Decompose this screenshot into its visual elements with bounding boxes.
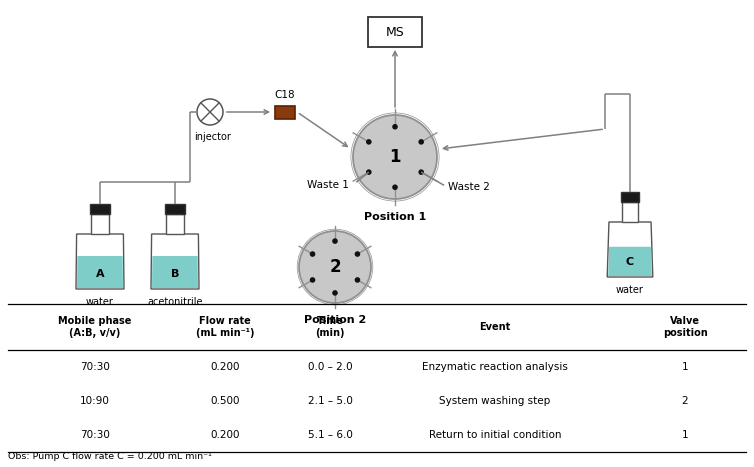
- Circle shape: [392, 124, 398, 129]
- Text: Mobile phase
(A:B, v/v): Mobile phase (A:B, v/v): [58, 316, 132, 338]
- Text: 0.200: 0.200: [210, 430, 240, 440]
- Text: MS: MS: [385, 26, 404, 38]
- Text: Position 2: Position 2: [304, 315, 366, 325]
- Circle shape: [353, 115, 437, 199]
- Circle shape: [366, 170, 372, 175]
- Text: 0.200: 0.200: [210, 362, 240, 372]
- Text: 70:30: 70:30: [80, 362, 110, 372]
- Circle shape: [310, 277, 315, 283]
- Text: 2: 2: [329, 258, 341, 276]
- Text: A: A: [96, 269, 104, 279]
- Text: 70:30: 70:30: [80, 430, 110, 440]
- Text: injector: injector: [195, 132, 231, 142]
- Circle shape: [392, 184, 398, 190]
- Bar: [165, 204, 185, 214]
- Polygon shape: [151, 234, 199, 289]
- Text: Position 1: Position 1: [364, 212, 426, 222]
- FancyBboxPatch shape: [368, 17, 422, 47]
- Text: Obs: Pump C flow rate C = 0.200 mL min⁻¹: Obs: Pump C flow rate C = 0.200 mL min⁻¹: [8, 452, 212, 461]
- Circle shape: [299, 231, 371, 303]
- Text: water: water: [86, 297, 114, 307]
- Circle shape: [418, 139, 424, 145]
- Bar: [621, 192, 639, 202]
- Circle shape: [418, 170, 424, 175]
- Text: Enzymatic reaction analysis: Enzymatic reaction analysis: [422, 362, 568, 372]
- Text: 0.0 – 2.0: 0.0 – 2.0: [308, 362, 352, 372]
- Text: 2.1 – 5.0: 2.1 – 5.0: [308, 396, 352, 406]
- Bar: [91, 214, 109, 234]
- Circle shape: [354, 251, 360, 257]
- Text: Flow rate
(mL min⁻¹): Flow rate (mL min⁻¹): [196, 316, 254, 338]
- Polygon shape: [77, 256, 123, 288]
- Circle shape: [354, 277, 360, 283]
- Text: 0.500: 0.500: [210, 396, 240, 406]
- Text: C18: C18: [274, 90, 296, 99]
- Polygon shape: [152, 256, 198, 288]
- Text: 10:90: 10:90: [80, 396, 110, 406]
- Text: Valve
position: Valve position: [663, 316, 707, 338]
- Text: water: water: [616, 285, 644, 295]
- Text: 1: 1: [682, 430, 688, 440]
- Text: Waste 1: Waste 1: [308, 180, 349, 190]
- Text: Waste 2: Waste 2: [448, 182, 490, 192]
- Circle shape: [310, 251, 315, 257]
- Text: C: C: [626, 256, 634, 267]
- Polygon shape: [76, 234, 124, 289]
- Circle shape: [333, 290, 338, 296]
- Bar: [622, 202, 638, 222]
- Text: Time
(min): Time (min): [315, 316, 345, 338]
- Bar: [275, 106, 295, 119]
- Bar: [90, 204, 110, 214]
- Bar: [166, 214, 184, 234]
- Text: 2: 2: [682, 396, 688, 406]
- Text: Event: Event: [480, 322, 510, 332]
- Polygon shape: [608, 247, 651, 276]
- Text: B: B: [171, 269, 179, 279]
- Text: 5.1 – 6.0: 5.1 – 6.0: [308, 430, 352, 440]
- Circle shape: [197, 99, 223, 125]
- Text: 1: 1: [682, 362, 688, 372]
- Text: Return to initial condition: Return to initial condition: [429, 430, 561, 440]
- Polygon shape: [607, 222, 653, 277]
- Circle shape: [366, 139, 372, 145]
- Text: 1: 1: [389, 148, 400, 166]
- Circle shape: [333, 238, 338, 244]
- Text: acetonitrile: acetonitrile: [147, 297, 203, 307]
- Text: System washing step: System washing step: [440, 396, 550, 406]
